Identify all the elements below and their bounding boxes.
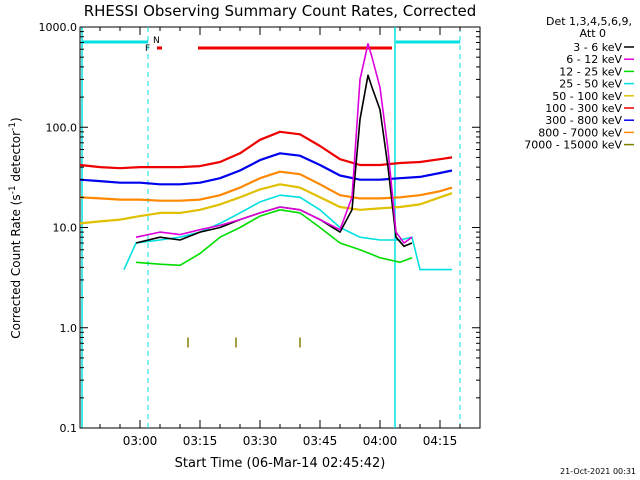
- legend-entry-8: 7000 - 15000 keV: [524, 139, 622, 152]
- y-tick-label-2: 10.0: [53, 222, 78, 235]
- state-bars: NF: [81, 27, 461, 428]
- legend-entry-7: 800 - 7000 keV: [538, 126, 622, 139]
- y-axis-label-main: Corrected Count Rate (s: [9, 194, 23, 338]
- y-axis-label: Corrected Count Rate (s-1 detector-1): [8, 117, 23, 338]
- y-tick-label-3: 100.0: [46, 121, 78, 134]
- series-line-6: [79, 152, 453, 186]
- legend-header-line-1: Det 1,3,4,5,6,9,: [546, 15, 632, 28]
- legend-entry-4: 50 - 100 keV: [552, 90, 622, 103]
- y-axis-label-end: ): [9, 117, 23, 122]
- legend-entry-1: 6 - 12 keV: [566, 53, 622, 66]
- y-tick-label-4: 1000.0: [39, 21, 78, 34]
- night-flag-label: N: [153, 36, 160, 46]
- y-tick-label-0: 0.1: [60, 422, 78, 435]
- x-tick-label-4: 04:00: [363, 434, 398, 448]
- series-line-2: [135, 209, 413, 267]
- legend-entry-3: 25 - 50 keV: [559, 78, 622, 91]
- series-line-4: [79, 183, 453, 225]
- series-line-7: [79, 170, 453, 202]
- y-axis-ticks: 0.1 1.0 10.0 100.0 1000.0: [39, 21, 480, 435]
- plot-frame: [79, 26, 481, 429]
- x-tick-label-3: 03:45: [303, 434, 338, 448]
- x-axis-ticks: 03:00 03:15 03:30 03:45 04:00 04:15: [99, 27, 461, 448]
- y-axis-label-sup2: -1: [8, 122, 18, 131]
- y-tick-label-1: 1.0: [60, 322, 78, 335]
- chart-title: RHESSI Observing Summary Count Rates, Co…: [84, 2, 477, 20]
- x-tick-label-5: 04:15: [423, 434, 458, 448]
- y-axis-label-sup1: -1: [8, 185, 18, 194]
- legend-entry-6: 300 - 800 keV: [545, 114, 622, 127]
- y-axis-label-rest: detector: [9, 131, 23, 186]
- series-line-1: [135, 42, 413, 244]
- series-line-0: [135, 74, 413, 248]
- plot-border: [79, 26, 481, 429]
- x-tick-label-1: 03:15: [183, 434, 218, 448]
- x-tick-label-2: 03:30: [243, 434, 278, 448]
- legend-header-line-2: Att 0: [580, 27, 606, 40]
- footer-date: 21-Oct-2021 00:31: [560, 467, 636, 476]
- legend-entry-5: 100 - 300 keV: [545, 102, 622, 115]
- series-line-5: [79, 130, 453, 170]
- legend-entry-0: 3 - 6 keV: [573, 41, 622, 54]
- legend-entry-2: 12 - 25 keV: [559, 65, 622, 78]
- x-axis-label: Start Time (06-Mar-14 02:45:42): [175, 456, 386, 471]
- series-layer: [79, 42, 453, 348]
- x-tick-label-0: 03:00: [123, 434, 158, 448]
